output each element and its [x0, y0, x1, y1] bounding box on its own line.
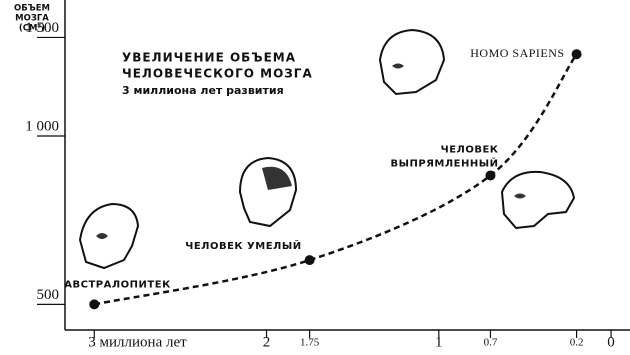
data-point	[89, 299, 100, 310]
skull-australopithecus	[78, 202, 140, 270]
x-tick-label: 2	[263, 334, 271, 350]
y-axis-label: МОЗГА	[15, 14, 49, 24]
point-label: ЧЕЛОВЕК	[441, 144, 499, 155]
data-point	[485, 170, 496, 181]
skull-sapiens	[378, 28, 446, 96]
data-point	[571, 49, 582, 60]
x-tick-label: 1	[435, 334, 443, 350]
chart-title: ЧЕЛОВЕЧЕСКОГО МОЗГА	[122, 67, 313, 81]
trend-line	[94, 53, 578, 306]
chart-subtitle: 3 миллиона лет развития	[122, 84, 284, 97]
point-label: АВСТРАЛОПИТЕК	[64, 279, 171, 290]
x-tick-label: 3 миллиона лет	[88, 334, 187, 350]
y-axis-label: ОБЪЕМ	[14, 4, 50, 14]
x-tick-label: 0.2	[570, 337, 584, 349]
skull-habilis	[238, 156, 298, 228]
y-axis-label: (СМ³)	[19, 24, 45, 34]
x-tick-label: 1.75	[300, 337, 320, 349]
y-tick-label: 500	[37, 287, 60, 303]
chart-title: УВЕЛИЧЕНИЕ ОБЪЕМА	[122, 51, 296, 65]
skull-erectus	[500, 170, 576, 230]
point-label: ВЫПРЯМЛЕННЫЙ	[391, 156, 499, 169]
x-tick-label: 0	[607, 334, 615, 350]
x-tick-label: 0.7	[484, 337, 498, 349]
y-tick-label: 1 000	[25, 118, 59, 134]
point-label: HOMO SAPIENS	[470, 46, 564, 60]
y-tick-label: 1 500	[25, 20, 59, 36]
point-label: ЧЕЛОВЕК УМЕЛЫЙ	[185, 239, 301, 252]
data-point	[304, 255, 315, 266]
